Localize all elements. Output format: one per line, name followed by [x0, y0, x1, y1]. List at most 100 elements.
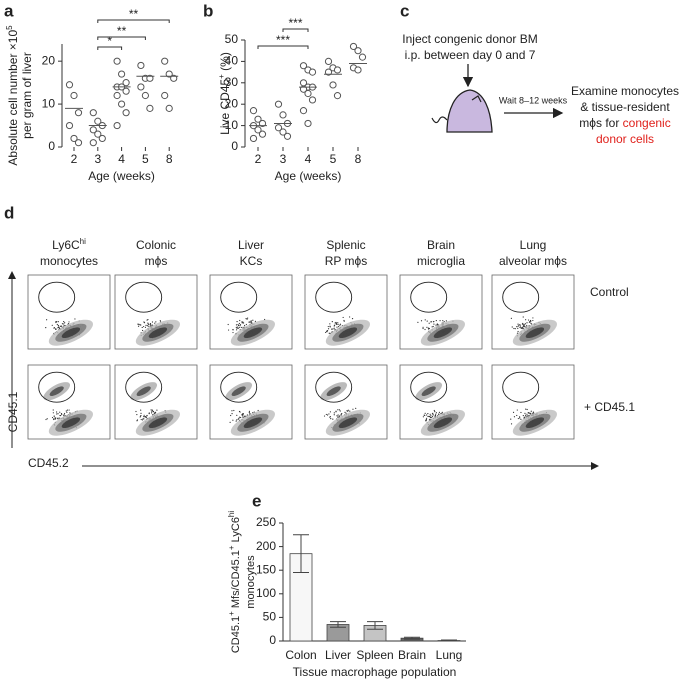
- data-point: [165, 104, 173, 112]
- event-dot: [236, 414, 238, 416]
- event-dot: [524, 412, 526, 414]
- data-point: [165, 70, 173, 78]
- event-dot: [346, 410, 348, 412]
- label-part: Mfs/CD45.1: [230, 550, 242, 611]
- examine-text: & tissue-resident: [580, 100, 670, 114]
- error-bar: [441, 639, 457, 642]
- x-tick-label: 2: [255, 152, 262, 166]
- data-point: [324, 68, 333, 76]
- column-header: monocytes: [40, 254, 98, 268]
- event-dot: [136, 413, 138, 416]
- event-dot: [242, 416, 244, 418]
- event-dot: [335, 323, 337, 325]
- event-dot: [417, 321, 419, 323]
- column-header: Lung: [520, 238, 547, 252]
- event-dot: [522, 323, 524, 326]
- y-tick-label: 250: [256, 515, 276, 529]
- data-point: [141, 91, 149, 100]
- event-dot: [349, 410, 351, 412]
- event-dot: [429, 416, 432, 419]
- event-dot: [518, 324, 520, 326]
- event-dot: [524, 323, 526, 325]
- event-dot: [428, 327, 430, 330]
- population: [61, 417, 81, 429]
- data-point: [279, 128, 287, 136]
- y-axis-label: CD45.1: [6, 391, 20, 432]
- event-dot: [57, 418, 59, 420]
- event-dot: [232, 331, 234, 334]
- data-point: [89, 109, 97, 117]
- event-dot: [532, 319, 534, 322]
- population: [148, 417, 168, 429]
- label-part: Colonic: [136, 238, 176, 252]
- event-dot: [425, 418, 427, 420]
- event-dot: [51, 324, 53, 326]
- event-dot: [143, 414, 145, 416]
- event-dot: [143, 325, 145, 328]
- event-dot: [520, 411, 522, 414]
- superscript: hi: [227, 511, 236, 517]
- event-dot: [434, 411, 436, 413]
- event-dot: [343, 319, 345, 322]
- data-point: [249, 107, 258, 115]
- superscript: +: [227, 611, 236, 616]
- data-point: [333, 66, 342, 74]
- y-axis-label: CD45.1+ Mfs/CD45.1+ LyC6hi: [227, 511, 242, 654]
- event-dot: [136, 420, 138, 422]
- event-dot: [138, 323, 140, 325]
- x-tick-label: Colon: [285, 648, 316, 662]
- column-header: microglia: [417, 254, 465, 268]
- event-dot: [337, 414, 339, 416]
- event-dot: [68, 321, 70, 323]
- event-dot: [329, 415, 331, 418]
- event-dot: [442, 320, 444, 322]
- event-dot: [439, 320, 441, 322]
- event-dot: [532, 411, 535, 413]
- event-dot: [525, 408, 527, 410]
- data-point: [299, 107, 308, 115]
- significance-bracket: [97, 36, 146, 40]
- event-dot: [58, 325, 60, 327]
- x-axis-label: Age (weeks): [88, 169, 155, 183]
- y-tick-label: 50: [263, 610, 277, 624]
- event-dot: [248, 410, 251, 412]
- event-dot: [238, 322, 240, 325]
- data-point: [304, 119, 312, 128]
- data-point: [137, 83, 145, 91]
- event-dot: [140, 409, 142, 411]
- y-tick-label: 200: [256, 539, 276, 553]
- gate: [315, 281, 353, 313]
- event-dot: [430, 415, 432, 417]
- event-dot: [329, 325, 331, 327]
- event-dot: [52, 418, 55, 420]
- event-dot: [347, 409, 349, 411]
- event-dot: [237, 418, 239, 420]
- event-dot: [333, 414, 335, 416]
- label-part: Ly6C: [52, 238, 80, 252]
- gate: [410, 281, 448, 313]
- event-dot: [231, 413, 233, 415]
- event-dot: [151, 414, 154, 416]
- event-dot: [517, 325, 519, 327]
- event-dot: [63, 414, 65, 416]
- event-dot: [145, 416, 147, 419]
- event-dot: [511, 326, 513, 328]
- event-dot: [510, 418, 512, 420]
- event-dot: [522, 415, 524, 417]
- event-dot: [135, 410, 137, 413]
- event-dot: [74, 318, 76, 320]
- event-dot: [46, 418, 48, 420]
- event-dot: [56, 321, 58, 323]
- event-dot: [326, 414, 329, 416]
- data-point: [329, 81, 337, 89]
- event-dot: [240, 416, 242, 419]
- data-point: [274, 100, 283, 108]
- gate: [502, 371, 540, 403]
- error-bar: [404, 636, 420, 640]
- event-dot: [61, 414, 63, 416]
- event-dot: [333, 325, 335, 327]
- y-axis-label: Absolute cell number ×105: [5, 25, 21, 166]
- panel-letter: a: [4, 1, 14, 20]
- event-dot: [517, 323, 519, 325]
- data-point: [113, 91, 121, 100]
